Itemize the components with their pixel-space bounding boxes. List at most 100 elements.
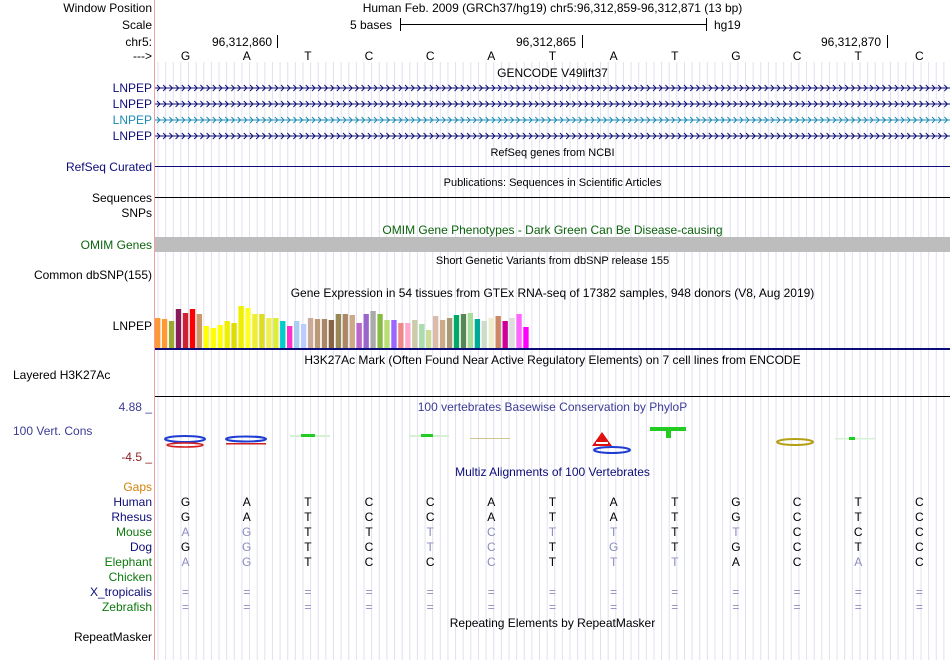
gencode-transcripts[interactable] [155, 80, 950, 144]
dbsnp-label[interactable]: Common dbSNP(155) [33, 268, 152, 282]
gencode-gene-2[interactable]: LNPEP [112, 97, 152, 111]
strand-chevron [696, 116, 701, 124]
strand-chevron [869, 100, 874, 108]
strand-chevron [491, 116, 496, 124]
strand-chevron [919, 84, 924, 92]
strand-chevron [472, 100, 477, 108]
strand-chevron [782, 100, 787, 108]
aligned-base: = [182, 600, 190, 614]
strand-chevron [373, 84, 378, 92]
gtex-tissue-bar [370, 311, 376, 348]
aligned-base: T [548, 495, 557, 509]
strand-chevron [851, 132, 856, 140]
species-label-zebrafish: Zebrafish [101, 600, 152, 614]
phylop-base-9 [650, 427, 686, 438]
gtex-tissue-bar [321, 319, 328, 348]
strand-chevron [572, 116, 577, 124]
sequences-label[interactable]: Sequences [91, 191, 152, 205]
strand-chevron [485, 116, 490, 124]
refseq-label[interactable]: RefSeq Curated [65, 160, 152, 174]
gtex-expression-chart[interactable] [155, 299, 555, 348]
sequences-line[interactable] [155, 197, 950, 198]
strand-chevron [882, 116, 887, 124]
strand-chevron [479, 100, 484, 108]
strand-chevron [317, 100, 322, 108]
strand-chevron [534, 100, 539, 108]
strand-chevron [392, 132, 397, 140]
strand-chevron [466, 84, 471, 92]
multiz-title: Multiz Alignments of 100 Vertebrates [455, 465, 650, 479]
strand-chevron [547, 116, 552, 124]
gencode-gene-1[interactable]: LNPEP [112, 81, 152, 95]
strand-chevron [621, 132, 626, 140]
species-label-elephant: Elephant [104, 555, 152, 569]
strand-chevron [286, 132, 291, 140]
phylop-label[interactable]: 100 Vert. Cons [13, 424, 93, 438]
strand-chevron [733, 84, 738, 92]
strand-chevron [931, 84, 936, 92]
refseq-line[interactable] [155, 166, 950, 167]
strand-chevron [727, 100, 732, 108]
gaps-label[interactable]: Gaps [123, 480, 152, 494]
strand-chevron [255, 100, 260, 108]
strand-chevron [423, 132, 428, 140]
strand-chevron [218, 84, 223, 92]
aligned-base: T [304, 510, 312, 524]
strand-chevron [813, 116, 818, 124]
strand-chevron [231, 132, 236, 140]
strand-chevron [696, 100, 701, 108]
reference-base: G [180, 49, 191, 63]
strand-chevron [491, 84, 496, 92]
phylop-logo[interactable] [155, 420, 950, 460]
strand-chevron [218, 100, 223, 108]
aligned-base: G [242, 555, 252, 569]
reference-base: A [242, 49, 251, 63]
aligned-base: C [792, 495, 802, 509]
strand-chevron [640, 132, 645, 140]
strand-chevron [237, 100, 242, 108]
snps-label[interactable]: SNPs [121, 206, 152, 220]
strand-chevron [832, 116, 837, 124]
scale-bar-right-tick [706, 18, 707, 31]
strand-chevron [286, 116, 291, 124]
gtex-label[interactable]: LNPEP [112, 319, 152, 333]
strand-chevron [758, 132, 763, 140]
reference-base: G [731, 49, 741, 63]
strand-chevron [379, 132, 384, 140]
strand-chevron [615, 132, 620, 140]
strand-chevron [634, 100, 639, 108]
gtex-baseline [155, 348, 950, 350]
position-tick-3: 96,312,870 [821, 35, 882, 49]
strand-chevron [913, 84, 918, 92]
h3k27ac-label[interactable]: Layered H3K27Ac [13, 368, 111, 382]
strand-chevron [541, 84, 546, 92]
strand-chevron [838, 116, 843, 124]
gtex-tissue-bar [294, 321, 300, 348]
strand-chevron [311, 116, 316, 124]
phylop-base-5-mark [421, 434, 433, 437]
aligned-base: G [180, 540, 191, 554]
aligned-base: C [915, 510, 924, 524]
strand-chevron [522, 100, 527, 108]
gtex-tissue-bar [502, 321, 508, 348]
strand-chevron [305, 116, 310, 124]
gtex-tissue-bar [245, 308, 251, 348]
strand-chevron [565, 116, 570, 124]
strand-chevron [944, 84, 949, 92]
omim-label[interactable]: OMIM Genes [80, 238, 152, 252]
omim-bar[interactable] [155, 237, 950, 252]
strand-chevron [268, 116, 273, 124]
strand-chevron [776, 100, 781, 108]
strand-chevron [683, 116, 688, 124]
aligned-base: T [671, 540, 679, 554]
strand-chevron [931, 116, 936, 124]
repeatmasker-label[interactable]: RepeatMasker [73, 630, 152, 644]
gencode-gene-4[interactable]: LNPEP [112, 129, 152, 143]
gtex-tissue-bar [335, 314, 342, 348]
strand-chevron [386, 100, 391, 108]
gencode-gene-3[interactable]: LNPEP [112, 113, 152, 127]
strand-chevron [801, 100, 806, 108]
strand-chevron [578, 84, 583, 92]
